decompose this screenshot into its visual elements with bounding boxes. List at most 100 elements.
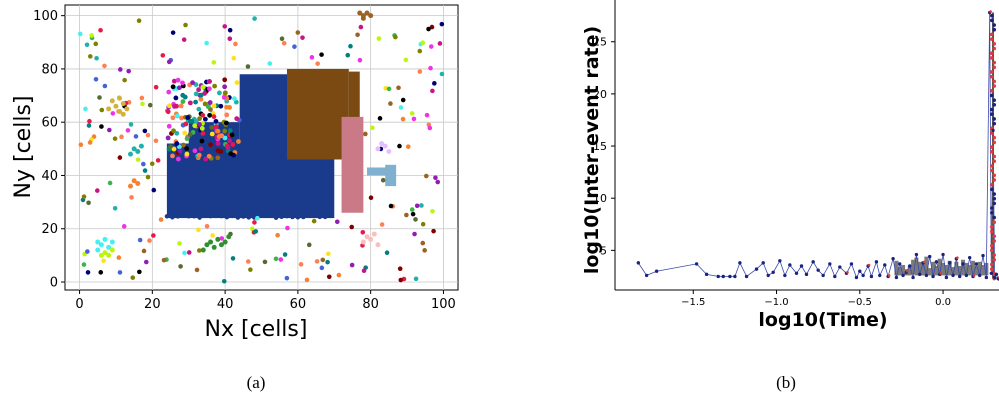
scatter-point <box>121 224 127 229</box>
scatter-point <box>136 18 142 23</box>
series-point <box>869 274 874 279</box>
spike-point <box>992 159 997 163</box>
spike-point <box>992 135 997 140</box>
scatter-point <box>222 24 228 29</box>
scatter-point <box>279 36 285 41</box>
scatter-point <box>311 218 317 224</box>
cluster-point <box>138 143 144 149</box>
scatter-point <box>166 103 172 109</box>
series-point <box>974 262 979 266</box>
scatter-point <box>282 252 288 257</box>
scatter-point <box>137 237 143 243</box>
scatter-point <box>177 241 182 246</box>
scatter-point <box>224 112 230 118</box>
series-point <box>636 261 641 265</box>
y-tick-label: 20 <box>41 222 58 237</box>
scatter-point <box>414 203 420 209</box>
y-tick-label: 10 <box>593 192 607 205</box>
series-point <box>644 273 649 278</box>
scatter-point <box>314 259 320 264</box>
scatter-point <box>315 61 320 66</box>
scatter-point <box>420 40 426 46</box>
scatter-point <box>273 256 279 262</box>
scatter-point <box>117 270 123 275</box>
spike-point <box>992 27 997 32</box>
highlight-point <box>867 263 871 267</box>
cluster-edge-point <box>175 214 181 219</box>
spike-point <box>990 248 994 253</box>
cluster-point <box>109 98 115 104</box>
scatter-point <box>439 21 445 27</box>
scatter-point <box>386 86 392 92</box>
scatter-point <box>207 112 213 118</box>
scatter-point <box>177 144 182 150</box>
scatter-point <box>145 132 151 138</box>
cluster-edge-point <box>268 213 273 219</box>
scatter-point <box>396 85 401 91</box>
cluster-edge-point <box>295 215 301 220</box>
series-point <box>783 273 787 278</box>
scatter-point <box>199 138 205 144</box>
cluster-edge-point <box>290 214 295 220</box>
cluster-point <box>117 109 123 115</box>
series-point <box>804 272 809 277</box>
scatter-point <box>153 138 159 144</box>
cluster-region-light-blue <box>385 164 397 187</box>
scatter-point <box>202 101 208 107</box>
cluster-point <box>379 141 385 147</box>
scatter-point <box>319 265 325 271</box>
scatter-point <box>139 95 145 101</box>
spike-point <box>990 70 994 74</box>
x-tick-label: 0.0 <box>935 297 951 308</box>
spike-point <box>990 56 994 60</box>
series-point <box>738 261 742 265</box>
scatter-point <box>110 111 116 116</box>
scatter-point <box>170 115 176 121</box>
caption-b: (b) <box>776 373 796 392</box>
scatter-point <box>212 83 218 89</box>
scatter-point <box>203 156 209 162</box>
scatter-point <box>215 128 221 134</box>
scatter-point <box>211 114 217 120</box>
spike-point <box>990 149 994 154</box>
series-point <box>898 262 902 266</box>
scatter-point <box>158 217 164 222</box>
cluster-point <box>131 178 137 184</box>
scatter-point <box>334 219 340 225</box>
scatter-point <box>211 103 217 109</box>
scatter-point <box>404 212 409 218</box>
scatter-point <box>112 136 118 141</box>
series-point <box>716 274 720 279</box>
scatter-point <box>147 238 152 243</box>
scatter-point <box>206 86 212 92</box>
scatter-point <box>410 211 416 217</box>
scatter-point <box>224 104 229 110</box>
cluster-point <box>360 239 366 245</box>
scatter-point <box>213 124 219 130</box>
scatter-point <box>388 203 394 209</box>
scatter-point <box>211 60 217 65</box>
scatter-point <box>200 131 206 136</box>
cluster-edge-point <box>322 214 328 220</box>
x-tick-label: −1.5 <box>681 297 705 308</box>
cluster-point <box>375 146 381 152</box>
scatter-point <box>422 248 427 253</box>
scatter-point <box>189 118 195 124</box>
scatter-point <box>116 255 122 260</box>
scatter-point <box>419 203 424 208</box>
cluster-point <box>120 111 126 117</box>
cluster-point <box>375 242 381 248</box>
scatter-point <box>196 152 202 158</box>
series-point <box>948 261 952 265</box>
scatter-point <box>400 116 406 122</box>
spike-point <box>990 262 994 267</box>
scatter-point <box>208 142 213 148</box>
scatter-point <box>190 80 196 86</box>
cluster-point <box>364 10 370 16</box>
scatter-point <box>175 77 181 83</box>
scatter-point <box>180 80 185 86</box>
series-point <box>977 273 982 278</box>
scatter-point <box>196 87 202 93</box>
cluster-region-pink <box>341 116 364 213</box>
